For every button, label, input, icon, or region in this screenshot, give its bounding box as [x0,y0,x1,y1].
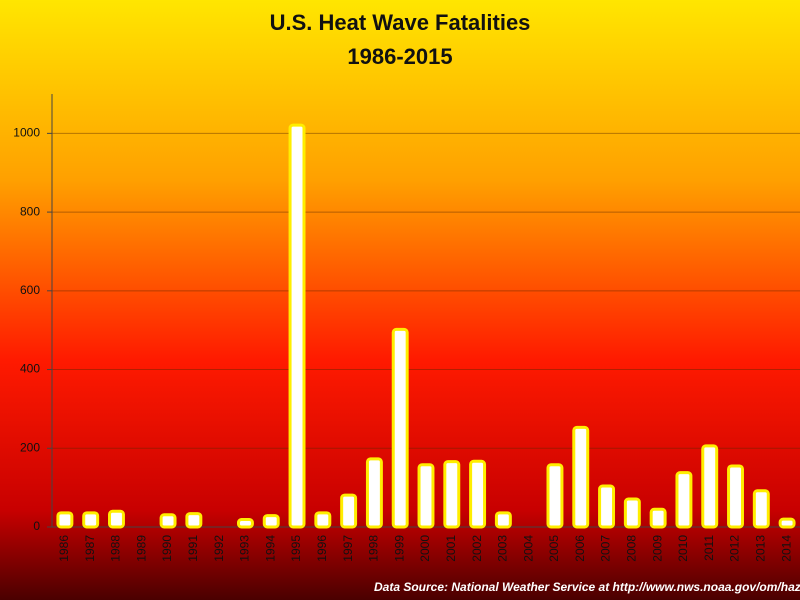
bar [340,493,358,529]
x-tick-label: 1989 [134,535,148,562]
bar [314,511,332,529]
x-tick-label: 2001 [444,535,458,562]
x-tick-label: 2011 [702,535,716,561]
x-tick-label: 2007 [599,535,613,562]
x-tick-label: 2003 [496,535,510,562]
bar [443,460,461,529]
y-tick-label: 0 [33,519,40,533]
x-tick-label: 2002 [470,535,484,562]
y-tick-label: 1000 [13,126,40,140]
bar [623,497,641,529]
y-tick-label: 800 [20,204,40,218]
x-tick-label: 2004 [521,535,535,562]
x-tick-label: 1995 [289,535,303,562]
bar [159,513,177,529]
x-tick-label: 1994 [263,535,277,562]
x-tick-label: 2012 [728,535,742,562]
source-note: Data Source: National Weather Service at… [374,580,800,594]
chart-title: U.S. Heat Wave Fatalities [270,10,531,35]
bar [82,511,100,529]
x-tick-label: 1987 [83,535,97,562]
x-tick-label: 1991 [186,535,200,562]
x-tick-label: 1992 [212,535,226,562]
x-tick-label: 1997 [341,535,355,562]
x-tick-label: 1988 [109,535,123,562]
x-tick-label: 1990 [160,535,174,562]
bar [108,509,125,529]
bar [236,518,254,529]
bar [494,511,512,529]
bar [365,457,383,529]
bar [417,463,435,529]
x-tick-label: 2014 [779,535,793,562]
x-tick-label: 1996 [315,535,329,562]
x-tick-label: 1998 [367,535,381,562]
y-tick-label: 600 [20,283,40,297]
bar [185,512,203,529]
x-tick-label: 2008 [625,535,639,562]
bar [675,471,693,529]
bar [727,464,744,529]
bar [598,484,616,529]
bar [469,459,487,529]
x-tick-label: 1999 [392,535,406,562]
y-tick-label: 400 [20,362,40,376]
bar [649,507,667,529]
x-tick-label: 1993 [238,535,252,562]
bar [778,517,796,529]
bar [572,425,590,529]
x-tick-label: 1986 [57,535,71,562]
bar [56,511,74,529]
x-tick-label: 2013 [753,535,767,562]
bar [701,444,719,529]
bar [391,327,409,529]
bar [262,514,280,529]
bar [546,463,564,529]
x-tick-label: 2009 [650,535,664,562]
bar [752,489,770,529]
x-tick-label: 2006 [573,535,587,562]
y-tick-label: 200 [20,440,40,454]
bar [288,123,306,529]
chart-subtitle: 1986-2015 [347,44,452,69]
x-tick-label: 2005 [547,535,561,562]
x-tick-label: 2010 [676,535,690,562]
x-tick-label: 2000 [418,535,432,562]
